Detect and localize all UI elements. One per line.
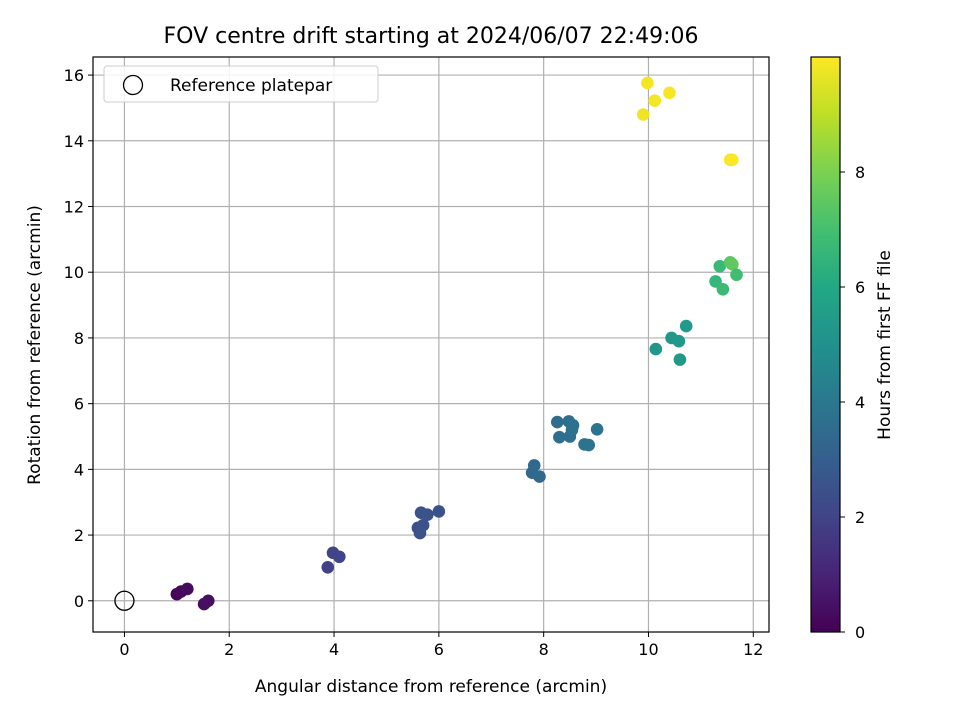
colorbar-tick-label: 2 — [855, 508, 865, 527]
x-tick-label: 6 — [434, 640, 444, 659]
data-point — [332, 550, 346, 564]
data-point — [181, 582, 194, 596]
data-point — [566, 419, 580, 432]
data-point — [553, 430, 566, 444]
y-tick-label: 14 — [64, 132, 84, 151]
legend-box — [103, 65, 379, 103]
data-point — [582, 438, 596, 452]
y-tick-label: 12 — [64, 198, 84, 217]
colorbar-frame — [810, 56, 841, 633]
data-point — [421, 508, 434, 521]
data-points — [114, 76, 743, 611]
y-tick-label: 10 — [64, 263, 84, 282]
y-axis-ticks: 0 2 4 6 8 10 12 14 16 — [64, 66, 93, 611]
chart-title: FOV centre drift starting at 2024/06/07 … — [164, 24, 699, 49]
x-tick-label: 8 — [539, 640, 549, 659]
data-point — [663, 86, 676, 100]
colorbar-tick-label: 0 — [855, 623, 865, 642]
x-tick-label: 0 — [119, 640, 129, 659]
data-point — [527, 459, 541, 472]
data-point — [636, 108, 650, 121]
legend: Reference platepar — [103, 65, 379, 103]
y-tick-label: 6 — [74, 395, 84, 414]
y-tick-label: 8 — [74, 329, 84, 348]
x-axis-label: Angular distance from reference (arcmin) — [255, 677, 607, 697]
colorbar-ticks: 0 2 4 6 8 — [840, 163, 865, 642]
x-tick-label: 10 — [638, 640, 658, 659]
y-axis-label: Rotation from reference (arcmin) — [25, 205, 45, 485]
data-point — [709, 275, 722, 288]
x-axis-ticks: 0 2 4 6 8 10 12 — [119, 632, 763, 659]
reference-platepar-point — [114, 590, 135, 611]
data-point — [679, 319, 693, 333]
x-tick-label: 2 — [224, 640, 234, 659]
data-point — [533, 470, 546, 483]
data-point — [641, 76, 654, 90]
y-tick-label: 2 — [74, 526, 84, 545]
data-point — [713, 260, 727, 273]
data-point — [726, 153, 739, 167]
x-tick-label: 4 — [329, 640, 339, 659]
data-point — [416, 518, 430, 532]
data-point — [432, 505, 446, 518]
legend-marker — [122, 74, 144, 96]
data-point — [672, 334, 686, 348]
colorbar-tick-label: 6 — [855, 278, 865, 297]
colorbar: 0 2 4 6 8 Hours from first FF file — [810, 56, 895, 642]
plot-frame — [92, 56, 770, 633]
y-tick-label: 16 — [64, 66, 84, 85]
data-point — [648, 94, 662, 107]
data-point — [716, 283, 730, 296]
colorbar-tick-label: 8 — [855, 163, 865, 182]
data-point — [726, 258, 739, 271]
data-point — [201, 594, 215, 608]
y-tick-label: 4 — [74, 460, 84, 479]
colorbar-label: Hours from first FF file — [875, 250, 895, 440]
data-point — [673, 353, 687, 366]
data-point — [321, 560, 335, 574]
data-point — [590, 422, 604, 436]
x-tick-label: 12 — [743, 640, 763, 659]
data-point — [649, 342, 663, 356]
data-point — [730, 268, 743, 282]
legend-label: Reference platepar — [170, 76, 332, 96]
grid — [93, 57, 769, 632]
data-point — [550, 415, 564, 429]
colorbar-tick-label: 4 — [855, 393, 865, 412]
colorbar-gradient — [811, 57, 840, 632]
y-tick-label: 0 — [74, 592, 84, 611]
